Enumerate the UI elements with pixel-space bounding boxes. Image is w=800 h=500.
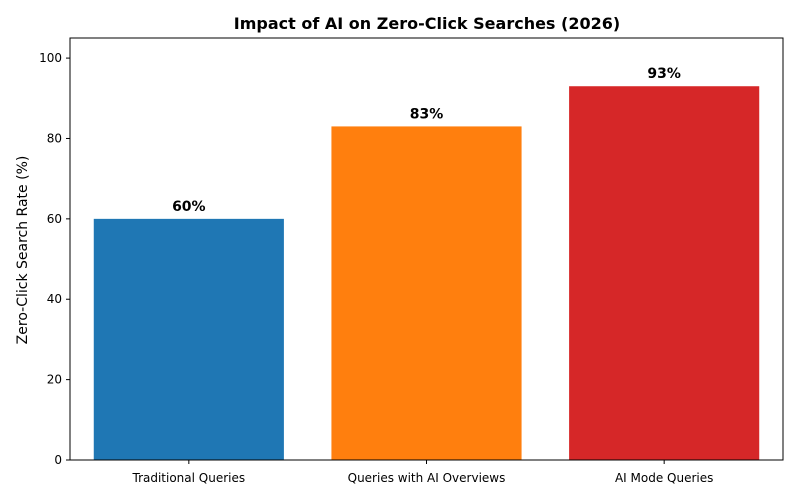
x-tick-label-2: AI Mode Queries (615, 471, 713, 485)
bars-group (93, 86, 760, 461)
y-tick-label-4: 80 (47, 131, 62, 145)
y-tick-label-3: 60 (47, 212, 62, 226)
y-tick-label-5: 100 (39, 51, 62, 65)
y-tick-label-1: 20 (47, 373, 62, 387)
y-axis-label: Zero-Click Search Rate (%) (15, 156, 31, 345)
x-tick-label-1: Queries with AI Overviews (348, 471, 506, 485)
bar-2 (569, 86, 760, 460)
plot-frame (69, 37, 784, 461)
y-tick-label-2: 40 (47, 292, 62, 306)
y-tick-label-0: 0 (54, 453, 62, 467)
x-tick-label-0: Traditional Queries (132, 471, 246, 485)
bar-1 (331, 126, 522, 461)
y-axis-ticks: 0 20 40 60 80 100 (39, 51, 70, 467)
bar-data-label-2: 93% (647, 66, 681, 82)
bar-data-label-0: 60% (172, 199, 206, 215)
bar-data-label-1: 83% (410, 106, 444, 122)
bar-0 (93, 218, 284, 460)
x-axis-ticks: Traditional Queries Queries with AI Overv… (132, 460, 713, 485)
chart-title: Impact of AI on Zero-Click Searches (202… (234, 14, 620, 33)
data-labels-group: 60% 83% 93% (172, 66, 681, 215)
